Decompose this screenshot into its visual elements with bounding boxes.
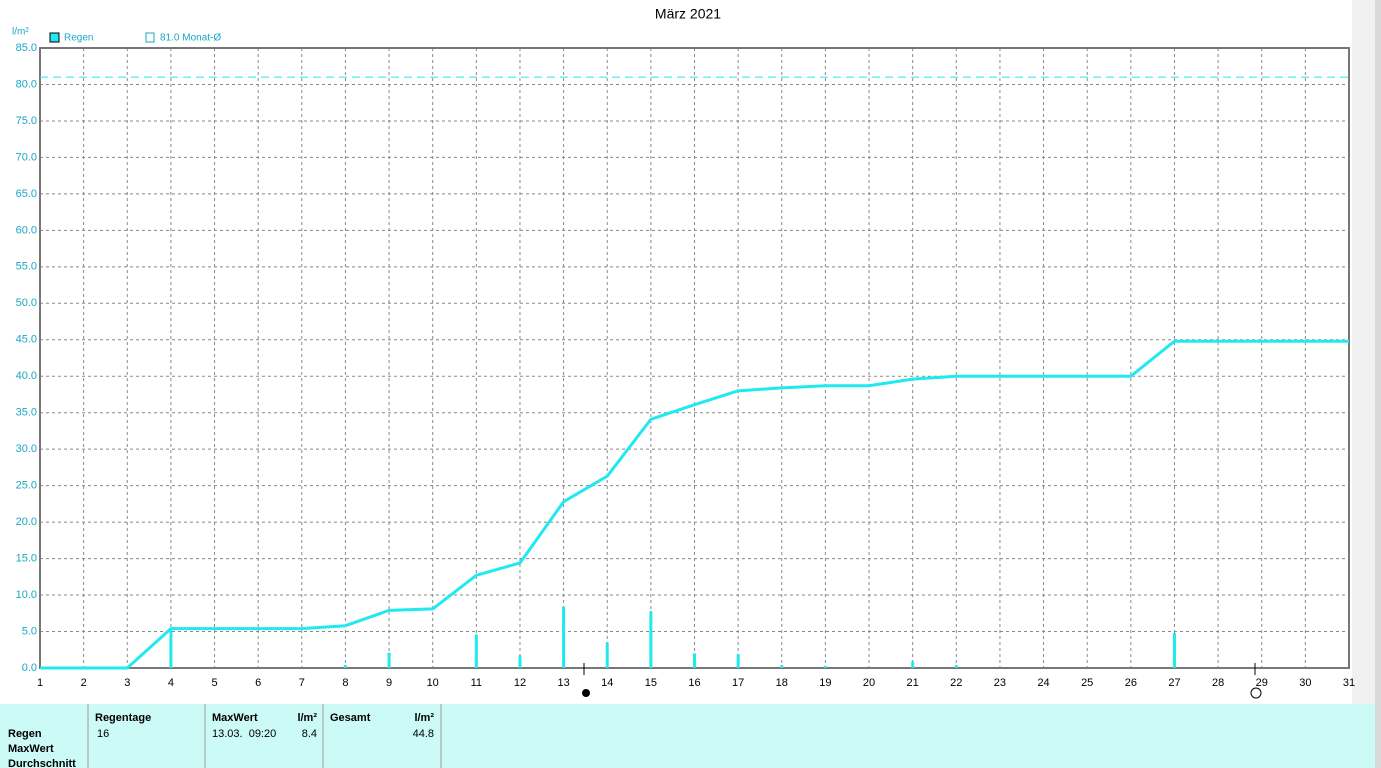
column-header: Regentage — [95, 712, 151, 724]
cell: 13.03. 09:20 — [212, 728, 276, 740]
x-tick-label: 13 — [557, 677, 569, 689]
y-tick-label: 15.0 — [16, 552, 37, 564]
x-tick-label: 16 — [688, 677, 700, 689]
x-tick-label: 19 — [819, 677, 831, 689]
bar — [169, 628, 173, 668]
chart-title: März 2021 — [655, 6, 721, 22]
x-tick-label: 12 — [514, 677, 526, 689]
legend-swatch — [145, 32, 155, 43]
x-tick-label: 23 — [994, 677, 1006, 689]
x-tick-label: 21 — [907, 677, 919, 689]
y-tick-label: 25.0 — [16, 480, 37, 492]
y-tick-label: 50.0 — [16, 297, 37, 309]
x-tick-label: 2 — [81, 677, 87, 689]
x-tick-label: 15 — [645, 677, 657, 689]
x-tick-label: 17 — [732, 677, 744, 689]
x-tick-label: 26 — [1125, 677, 1137, 689]
table-bg — [0, 704, 1375, 768]
legend-label: 81.0 Monat-Ø — [160, 33, 221, 44]
x-tick-label: 8 — [342, 677, 348, 689]
x-tick-label: 25 — [1081, 677, 1093, 689]
x-tick-label: 1 — [37, 677, 43, 689]
cell: 16 — [97, 728, 109, 740]
y-tick-label: 20.0 — [16, 516, 37, 528]
x-tick-label: 22 — [950, 677, 962, 689]
x-tick-label: 3 — [124, 677, 130, 689]
x-tick-label: 10 — [427, 677, 439, 689]
x-tick-label: 14 — [601, 677, 613, 689]
bar — [693, 653, 696, 668]
legend-swatch — [49, 32, 60, 43]
x-tick-label: 29 — [1256, 677, 1268, 689]
x-tick-label: 24 — [1037, 677, 1049, 689]
x-tick-label: 4 — [168, 677, 174, 689]
row-header: Durchschnitt — [8, 758, 76, 768]
y-tick-label: 45.0 — [16, 334, 37, 346]
x-tick-label: 27 — [1168, 677, 1180, 689]
summary-table: Regentage MaxWert l/m² Gesamt l/m² Regen… — [0, 704, 1375, 768]
y-tick-label: 5.0 — [22, 625, 37, 637]
y-tick-label: 35.0 — [16, 407, 37, 419]
y-tick-label: 70.0 — [16, 151, 37, 163]
y-tick-label: 0.0 — [22, 662, 37, 674]
y-tick-label: 80.0 — [16, 78, 37, 90]
x-tick-label: 30 — [1299, 677, 1311, 689]
row-header: Regen — [8, 728, 42, 740]
bar — [1172, 632, 1176, 668]
x-tick-label: 28 — [1212, 677, 1224, 689]
column-header: l/m² — [297, 712, 317, 724]
x-tick-label: 6 — [255, 677, 261, 689]
side-window-edge — [1375, 0, 1381, 768]
y-axis-label: l/m² — [12, 27, 29, 38]
y-tick-label: 55.0 — [16, 261, 37, 273]
moon-new — [1250, 687, 1262, 699]
bar — [823, 665, 827, 668]
x-tick-label: 9 — [386, 677, 392, 689]
legend-label: Regen — [64, 33, 93, 44]
bar — [562, 606, 566, 668]
cell: 8.4 — [302, 728, 317, 740]
x-tick-label: 31 — [1343, 677, 1355, 689]
x-tick-label: 18 — [776, 677, 788, 689]
y-tick-label: 30.0 — [16, 443, 37, 455]
bar — [343, 665, 347, 668]
column-header: Gesamt — [330, 712, 371, 724]
moon-full — [582, 689, 590, 697]
plot: 0.0 5.0 10.0 15.0 20.0 25.0 30.0 35.0 40.0 45.0 50… — [16, 42, 1356, 689]
x-tick-label: 5 — [211, 677, 217, 689]
bar — [649, 611, 653, 668]
bar — [954, 665, 958, 668]
y-tick-label: 85.0 — [16, 42, 37, 54]
bar — [911, 661, 915, 668]
bar — [780, 665, 784, 668]
bar — [605, 642, 609, 668]
y-tick-label: 40.0 — [16, 370, 37, 382]
bar — [474, 634, 478, 668]
y-tick-label: 60.0 — [16, 224, 37, 236]
y-tick-label: 65.0 — [16, 188, 37, 200]
row-header: MaxWert — [8, 743, 54, 755]
bar — [387, 652, 391, 668]
x-tick-label: 7 — [299, 677, 305, 689]
column-header: l/m² — [414, 712, 434, 724]
x-tick-label: 11 — [471, 677, 482, 689]
cell: 44.8 — [413, 728, 434, 740]
bar — [518, 655, 522, 668]
bar — [736, 654, 740, 668]
y-tick-label: 75.0 — [16, 115, 37, 127]
column-header: MaxWert — [212, 712, 258, 724]
line — [40, 339, 1349, 670]
x-tick-label: 20 — [863, 677, 875, 689]
y-tick-label: 10.0 — [16, 589, 37, 601]
